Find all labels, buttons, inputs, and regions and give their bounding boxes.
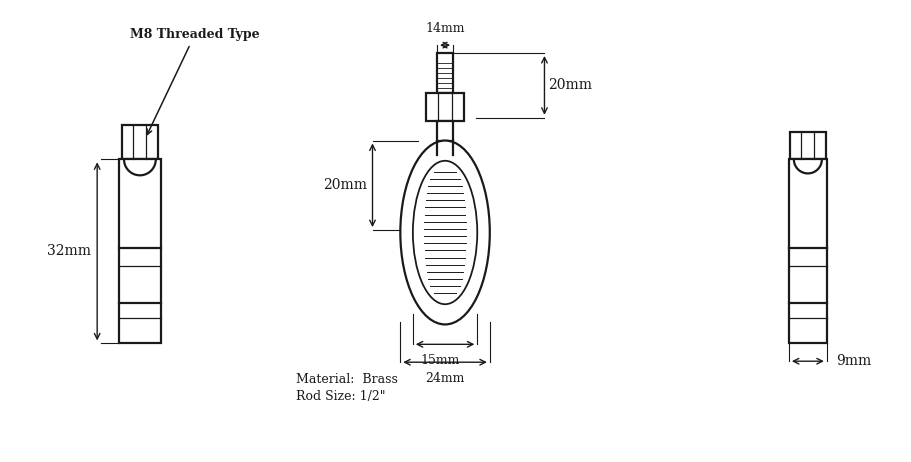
Bar — [122, 125, 158, 159]
Text: 14mm: 14mm — [425, 22, 465, 35]
Bar — [119, 159, 160, 343]
Text: Material:  Brass: Material: Brass — [296, 373, 398, 386]
Text: 24mm: 24mm — [425, 372, 465, 385]
Text: 32mm: 32mm — [47, 244, 91, 258]
Bar — [437, 53, 453, 93]
Text: 20mm: 20mm — [548, 79, 592, 92]
Ellipse shape — [413, 161, 477, 304]
Text: 20mm: 20mm — [322, 178, 366, 192]
Text: Rod Size: 1/2": Rod Size: 1/2" — [296, 389, 385, 402]
Text: 15mm: 15mm — [420, 354, 460, 367]
Bar — [789, 159, 827, 343]
Bar — [790, 132, 825, 159]
Text: M8 Threaded Type: M8 Threaded Type — [130, 28, 260, 134]
Text: 9mm: 9mm — [835, 354, 871, 368]
Ellipse shape — [400, 140, 490, 324]
Bar — [437, 121, 453, 140]
Bar — [426, 93, 464, 121]
